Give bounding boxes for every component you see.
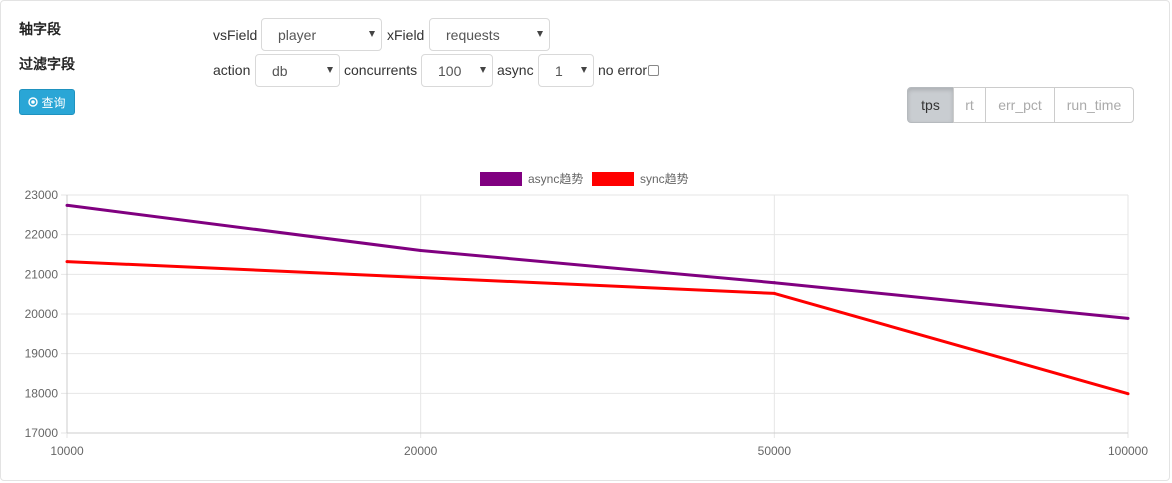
tab-rt[interactable]: rt — [953, 87, 986, 123]
no-error-label: no error — [598, 62, 648, 78]
data-point — [772, 291, 776, 295]
no-error-checkbox[interactable] — [648, 65, 659, 76]
series-line-sync — [66, 260, 1129, 396]
y-tick-label: 21000 — [25, 267, 59, 281]
x-tick-label: 10000 — [50, 444, 84, 458]
circle-dot-icon — [28, 97, 39, 107]
vsfield-value: player — [278, 26, 317, 43]
y-tick-label: 18000 — [25, 386, 59, 400]
data-point — [1126, 392, 1130, 396]
data-point — [65, 260, 69, 264]
series-line-async — [66, 203, 1129, 320]
data-point — [772, 281, 776, 285]
tab-tps[interactable]: tps — [907, 87, 954, 123]
chevron-down-icon — [581, 67, 587, 73]
legend-swatch — [480, 172, 522, 186]
x-tick-label: 20000 — [404, 444, 438, 458]
action-label: action — [213, 62, 251, 78]
concurrents-label: concurrents — [344, 62, 418, 78]
legend-swatch — [592, 172, 634, 186]
action-value: db — [272, 62, 288, 79]
axis-fields-label: 轴字段 — [19, 21, 61, 37]
metric-button-group: tps rt err_pct run_time — [907, 87, 1134, 123]
y-tick-label: 17000 — [25, 426, 59, 440]
filter-fields-label: 过滤字段 — [19, 56, 75, 72]
xfield-label: xField — [387, 27, 425, 43]
y-tick-label: 20000 — [25, 307, 59, 321]
async-label: async — [497, 62, 534, 78]
line-chart: 17000 18000 19000 20000 21000 22000 23000 10000… — [25, 172, 1148, 458]
async-select[interactable]: 1 — [538, 54, 594, 87]
data-point — [1126, 316, 1130, 320]
concurrents-value: 100 — [438, 62, 462, 79]
data-point — [419, 249, 423, 253]
action-select[interactable]: db — [255, 54, 340, 87]
data-point — [65, 203, 69, 207]
chevron-down-icon — [327, 67, 333, 73]
legend-label: async趋势 — [528, 172, 583, 186]
query-button[interactable]: 查询 — [19, 89, 75, 115]
y-tick-label: 23000 — [25, 188, 59, 202]
vsfield-select[interactable]: player — [261, 18, 382, 51]
async-value: 1 — [555, 62, 563, 79]
vsfield-label: vsField — [213, 27, 258, 43]
xfield-select[interactable]: requests — [429, 18, 550, 51]
y-tick-label: 19000 — [25, 347, 59, 361]
chevron-down-icon — [537, 31, 543, 37]
concurrents-select[interactable]: 100 — [421, 54, 493, 87]
tab-err-pct[interactable]: err_pct — [985, 87, 1055, 123]
tab-run-time[interactable]: run_time — [1054, 87, 1134, 123]
xfield-value: requests — [446, 26, 500, 43]
y-tick-label: 22000 — [25, 228, 59, 242]
x-tick-label: 100000 — [1108, 444, 1148, 458]
data-point — [419, 276, 423, 280]
legend-label: sync趋势 — [640, 172, 689, 186]
query-button-label: 查询 — [41, 95, 66, 110]
chevron-down-icon — [480, 67, 486, 73]
chevron-down-icon — [369, 31, 375, 37]
x-tick-label: 50000 — [758, 444, 792, 458]
